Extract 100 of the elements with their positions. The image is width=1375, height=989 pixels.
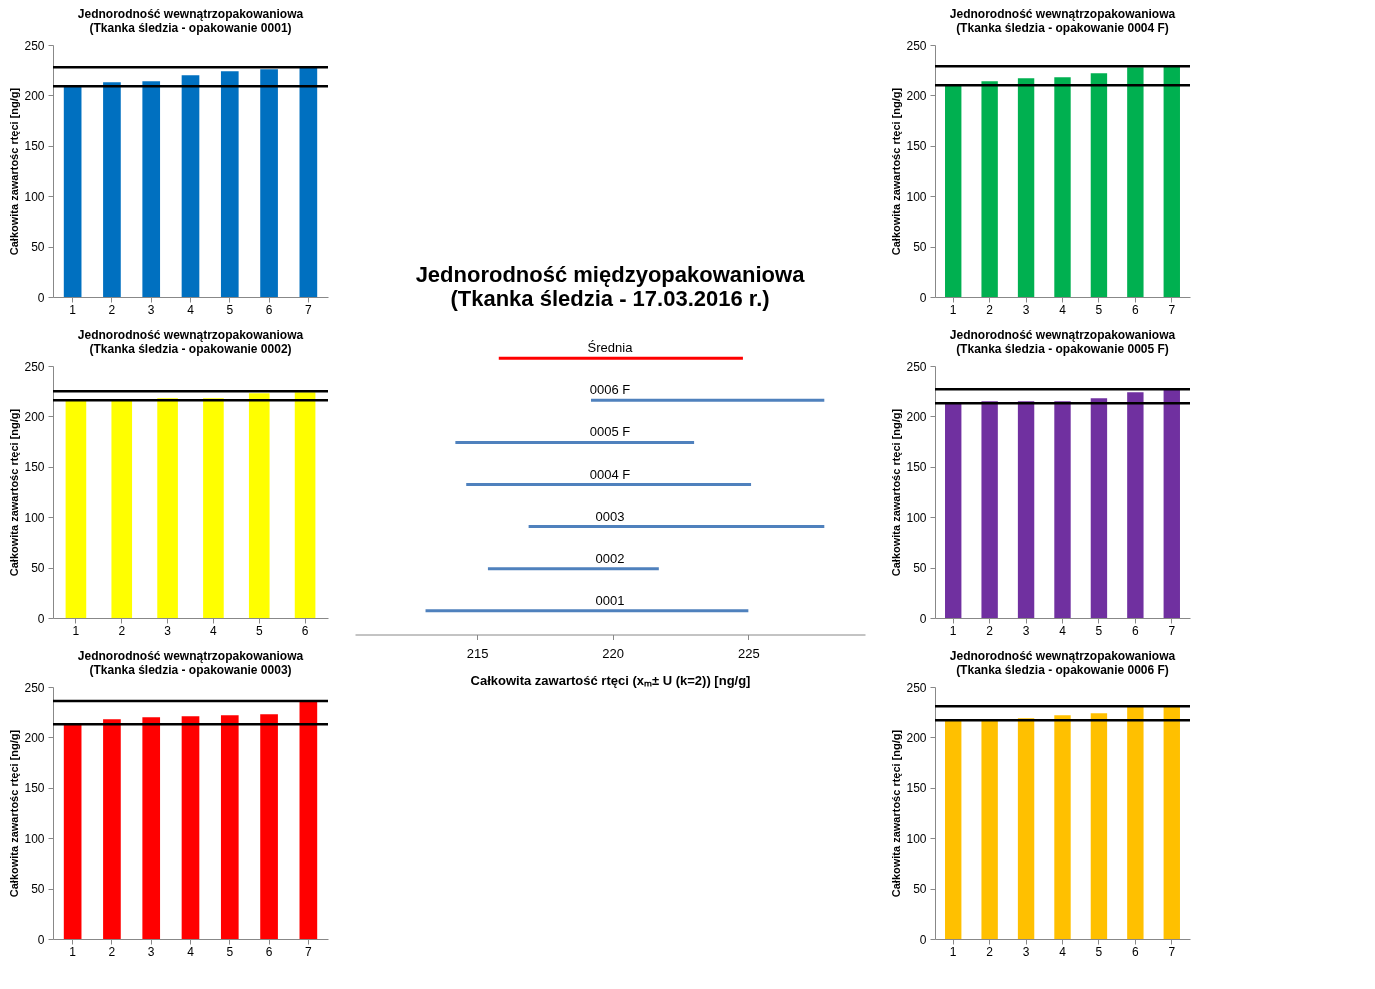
x-tick-label: 6 <box>265 944 273 959</box>
bar <box>455 440 695 444</box>
x-tick-label: 4 <box>187 302 195 317</box>
y-tick-label: 50 <box>31 561 45 576</box>
y-axis-title: Całkowita zawartośc rtęci [ng/g] <box>8 408 21 577</box>
x-tick-label: 3 <box>1022 302 1030 317</box>
x-tick-label: 3 <box>1022 623 1030 638</box>
bar <box>528 525 825 529</box>
y-tick-label: 200 <box>906 88 927 103</box>
x-tick-label: 215 <box>466 646 489 661</box>
x-tick-label: 7 <box>1168 302 1176 317</box>
y-tick-label: 50 <box>913 561 927 576</box>
y-tick-label: Średnia <box>587 340 634 356</box>
chart-title: Jednorodność międzyopakowaniowa (Tkanka śledzia - 17.03.2016 r.) <box>415 261 806 311</box>
bar <box>945 720 962 939</box>
y-axis-title: Całkowita zawartośc rtęci [ng/g] <box>890 87 903 256</box>
bar <box>425 609 749 613</box>
bar <box>1017 718 1035 939</box>
x-tick-label: 7 <box>305 944 313 959</box>
y-tick-label: 50 <box>913 240 927 255</box>
bar <box>203 398 224 618</box>
bar <box>65 400 87 618</box>
y-tick-label: 0004 F <box>589 466 631 482</box>
bar <box>498 356 743 360</box>
x-tick-label: 7 <box>1168 623 1176 638</box>
y-tick-label: 250 <box>906 680 927 695</box>
x-tick-label: 1 <box>69 944 77 959</box>
x-tick-label: 5 <box>226 302 234 317</box>
x-axis-title: Całkowita zawartość rtęci (xₘ± U (k=2)) [ng/g] <box>470 673 751 688</box>
chart-title: Jednorodność wewnątrzopakowaniowa (Tkanka śledzia - opakowanie 0004 F) <box>949 7 1176 35</box>
y-tick-label: 200 <box>24 730 45 745</box>
y-axis-title: Całkowita zawartośc rtęci [ng/g] <box>890 729 903 898</box>
y-tick-label: 50 <box>31 882 45 897</box>
x-tick-label: 2 <box>986 302 994 317</box>
bar <box>1090 73 1108 297</box>
bar <box>591 398 825 402</box>
x-tick-label: 4 <box>1059 944 1067 959</box>
bar <box>466 483 752 486</box>
x-tick-label: 2 <box>108 944 116 959</box>
bar <box>945 85 962 297</box>
bar <box>103 719 121 939</box>
x-tick-label: 6 <box>265 302 273 317</box>
bar <box>1090 398 1108 618</box>
y-tick-label: 0 <box>37 932 45 947</box>
y-tick-label: 150 <box>906 460 927 475</box>
y-tick-label: 0 <box>919 932 927 947</box>
x-tick-label: 2 <box>986 944 994 959</box>
y-tick-label: 200 <box>906 730 927 745</box>
x-tick-label: 4 <box>210 623 218 638</box>
y-tick-label: 250 <box>906 359 927 374</box>
y-tick-label: 250 <box>24 38 45 53</box>
y-tick-label: 50 <box>913 882 927 897</box>
x-tick-label: 4 <box>1059 623 1067 638</box>
bar <box>142 717 161 939</box>
x-tick-label: 3 <box>147 944 155 959</box>
y-tick-label: 100 <box>906 510 927 525</box>
y-tick-label: 200 <box>906 409 927 424</box>
x-tick-label: 7 <box>305 302 313 317</box>
x-tick-label: 3 <box>164 623 172 638</box>
y-tick-label: 250 <box>24 359 45 374</box>
bar <box>1127 392 1144 618</box>
y-tick-label: 150 <box>24 781 45 796</box>
bar <box>248 393 270 618</box>
x-tick-label: 225 <box>738 646 760 661</box>
x-tick-label: 5 <box>1095 944 1103 959</box>
bar <box>945 403 962 618</box>
y-tick-label: 100 <box>24 831 45 846</box>
y-tick-label: 0 <box>919 290 927 305</box>
y-tick-label: 150 <box>24 460 45 475</box>
y-tick-label: 100 <box>906 831 927 846</box>
y-tick-label: 0003 <box>595 508 625 524</box>
bar <box>1127 67 1144 297</box>
chart-title: Jednorodność wewnątrzopakowaniowa (Tkanka śledzia - opakowanie 0002) <box>77 328 304 356</box>
y-tick-label: 100 <box>906 189 927 204</box>
bar <box>487 567 659 571</box>
y-tick-label: 150 <box>906 781 927 796</box>
x-tick-label: 2 <box>108 302 116 317</box>
bar <box>1090 713 1108 939</box>
x-tick-label: 1 <box>69 302 77 317</box>
bar <box>157 398 178 618</box>
x-tick-label: 5 <box>226 944 234 959</box>
x-tick-label: 5 <box>255 623 263 638</box>
bar <box>260 714 278 939</box>
x-tick-label: 2 <box>986 623 994 638</box>
y-axis-title: Całkowita zawartośc rtęci [ng/g] <box>890 408 903 577</box>
y-tick-label: 50 <box>31 240 45 255</box>
y-tick-label: 250 <box>906 38 927 53</box>
bar <box>181 75 200 297</box>
y-axis-title: Całkowita zawartośc rtęci [ng/g] <box>8 87 21 256</box>
y-axis-title: Całkowita zawartośc rtęci [ng/g] <box>8 729 21 898</box>
y-tick-label: 200 <box>24 409 45 424</box>
y-tick-label: 150 <box>906 139 927 154</box>
x-tick-label: 2 <box>118 623 126 638</box>
bar <box>294 392 316 618</box>
bar <box>981 720 998 939</box>
bar <box>1163 66 1180 297</box>
y-tick-label: 0 <box>37 290 45 305</box>
x-tick-label: 4 <box>1059 302 1067 317</box>
bar <box>299 67 318 297</box>
chart-title: Jednorodność wewnątrzopakowaniowa (Tkanka śledzia - opakowanie 0003) <box>77 649 304 677</box>
